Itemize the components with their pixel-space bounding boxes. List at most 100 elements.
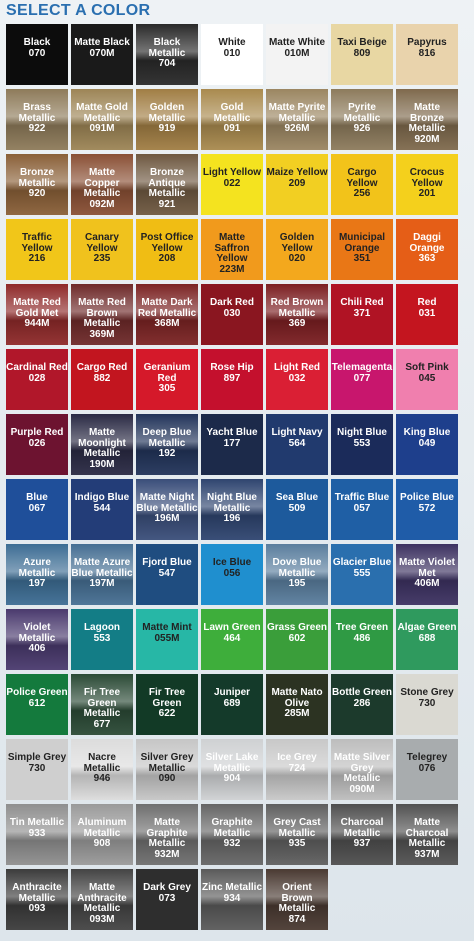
color-swatch[interactable]: Soft Pink 045 — [396, 349, 458, 410]
color-swatch[interactable]: Black 070 — [6, 24, 68, 85]
color-swatch[interactable]: Matte Black 070M — [71, 24, 133, 85]
color-swatch[interactable]: Tin Metallic 933 — [6, 804, 68, 865]
color-swatch[interactable]: Bronze Antique Metallic 921 — [136, 154, 198, 215]
color-swatch[interactable]: Matte White 010M — [266, 24, 328, 85]
color-swatch[interactable]: Brass Metallic 922 — [6, 89, 68, 150]
color-swatch[interactable]: Stone Grey 730 — [396, 674, 458, 735]
color-swatch[interactable]: Blue 067 — [6, 479, 68, 540]
color-swatch[interactable]: Black Metallic 704 — [136, 24, 198, 85]
color-swatch[interactable]: Deep Blue Metallic 192 — [136, 414, 198, 475]
color-swatch[interactable]: Dove Blue Metallic 195 — [266, 544, 328, 605]
color-swatch[interactable]: Matte Mint 055M — [136, 609, 198, 670]
color-swatch[interactable]: Matte Red Gold Met 944M — [6, 284, 68, 345]
color-swatch[interactable]: Anthracite Metallic 093 — [6, 869, 68, 930]
color-swatch[interactable]: Light Red 032 — [266, 349, 328, 410]
color-swatch[interactable]: Rose Hip 897 — [201, 349, 263, 410]
color-swatch[interactable]: Telegrey 076 — [396, 739, 458, 800]
color-swatch[interactable]: Aluminum Metallic 908 — [71, 804, 133, 865]
color-swatch[interactable]: Light Navy 564 — [266, 414, 328, 475]
color-swatch[interactable]: Yacht Blue 177 — [201, 414, 263, 475]
color-swatch[interactable]: Maize Yellow 209 — [266, 154, 328, 215]
color-swatch[interactable]: Juniper 689 — [201, 674, 263, 735]
color-swatch[interactable]: Matte Red Brown Metallic 369M — [71, 284, 133, 345]
color-swatch[interactable]: Night Blue 553 — [331, 414, 393, 475]
color-swatch[interactable]: Night Blue Metallic 196 — [201, 479, 263, 540]
color-swatch[interactable]: Matte Violet Met 406M — [396, 544, 458, 605]
color-swatch[interactable]: White 010 — [201, 24, 263, 85]
color-code: 192 — [158, 448, 176, 459]
color-swatch[interactable]: Post Office Yellow 208 — [136, 219, 198, 280]
color-swatch[interactable]: Matte Pyrite Metallic 926M — [266, 89, 328, 150]
color-swatch[interactable]: Pyrite Metallic 926 — [331, 89, 393, 150]
color-swatch[interactable]: Fir Tree Green Metallic 677 — [71, 674, 133, 735]
color-swatch[interactable]: Dark Grey 073 — [136, 869, 198, 930]
color-swatch[interactable]: Cargo Yellow 256 — [331, 154, 393, 215]
color-swatch[interactable]: Municipal Orange 351 — [331, 219, 393, 280]
color-swatch[interactable]: Ice Blue 056 — [201, 544, 263, 605]
color-swatch[interactable]: Matte Moonlight Metallic 190M — [71, 414, 133, 475]
color-swatch[interactable]: Matte Anthracite Metallic 093M — [71, 869, 133, 930]
color-swatch[interactable]: Sea Blue 509 — [266, 479, 328, 540]
color-swatch[interactable]: Azure Metallic 197 — [6, 544, 68, 605]
color-swatch[interactable]: Lagoon 553 — [71, 609, 133, 670]
color-swatch[interactable]: Light Yellow 022 — [201, 154, 263, 215]
color-swatch[interactable]: Matte Night Blue Metallic 196M — [136, 479, 198, 540]
color-swatch[interactable]: Gold Metallic 091 — [201, 89, 263, 150]
color-swatch[interactable]: Papyrus 816 — [396, 24, 458, 85]
color-swatch[interactable]: King Blue 049 — [396, 414, 458, 475]
color-swatch[interactable]: Nacre Metallic 946 — [71, 739, 133, 800]
color-swatch[interactable]: Lawn Green 464 — [201, 609, 263, 670]
color-swatch[interactable]: Matte Dark Red Metallic 368M — [136, 284, 198, 345]
color-swatch[interactable]: Police Green 612 — [6, 674, 68, 735]
color-swatch[interactable]: Matte Silver Grey Metallic 090M — [331, 739, 393, 800]
color-swatch[interactable]: Glacier Blue 555 — [331, 544, 393, 605]
color-swatch[interactable]: Tree Green 486 — [331, 609, 393, 670]
color-swatch[interactable]: Fjord Blue 547 — [136, 544, 198, 605]
color-swatch[interactable]: Grey Cast Metallic 935 — [266, 804, 328, 865]
color-swatch[interactable]: Simple Grey 730 — [6, 739, 68, 800]
color-swatch[interactable]: Geranium Red 305 — [136, 349, 198, 410]
color-swatch[interactable]: Matte Saffron Yellow 223M — [201, 219, 263, 280]
color-swatch[interactable]: Police Blue 572 — [396, 479, 458, 540]
color-code: 944M — [24, 318, 50, 329]
color-swatch[interactable]: Taxi Beige 809 — [331, 24, 393, 85]
color-swatch[interactable]: Orient Brown Metallic 874 — [266, 869, 328, 930]
color-swatch[interactable]: Red 031 — [396, 284, 458, 345]
color-swatch[interactable]: Charcoal Metallic 937 — [331, 804, 393, 865]
color-swatch[interactable]: Silver Grey Metallic 090 — [136, 739, 198, 800]
color-swatch[interactable]: Purple Red 026 — [6, 414, 68, 475]
color-swatch[interactable]: Matte Nato Olive 285M — [266, 674, 328, 735]
color-swatch[interactable]: Golden Metallic 919 — [136, 89, 198, 150]
color-swatch[interactable]: Algae Green 688 — [396, 609, 458, 670]
color-swatch[interactable]: Matte Azure Blue Metallic 197M — [71, 544, 133, 605]
color-swatch[interactable]: Indigo Blue 544 — [71, 479, 133, 540]
color-swatch[interactable]: Daggi Orange 363 — [396, 219, 458, 280]
color-swatch[interactable]: Matte Graphite Metallic 932M — [136, 804, 198, 865]
color-swatch[interactable]: Matte Gold Metallic 091M — [71, 89, 133, 150]
color-swatch[interactable]: Cargo Red 882 — [71, 349, 133, 410]
color-swatch[interactable]: Fir Tree Green 622 — [136, 674, 198, 735]
color-swatch[interactable]: Canary Yellow 235 — [71, 219, 133, 280]
color-swatch[interactable]: Dark Red 030 — [201, 284, 263, 345]
color-code: 030 — [223, 307, 241, 319]
color-name: Fjord Blue — [142, 557, 192, 568]
color-swatch[interactable]: Golden Yellow 020 — [266, 219, 328, 280]
color-swatch[interactable]: Graphite Metallic 932 — [201, 804, 263, 865]
color-swatch[interactable]: Matte Charcoal Metallic 937M — [396, 804, 458, 865]
color-swatch[interactable]: Silver Lake Metallic 904 — [201, 739, 263, 800]
color-swatch[interactable]: Bronze Metallic 920 — [6, 154, 68, 215]
color-swatch[interactable]: Matte Bronze Metallic 920M — [396, 89, 458, 150]
color-swatch[interactable]: Traffic Blue 057 — [331, 479, 393, 540]
color-swatch[interactable]: Red Brown Metallic 369 — [266, 284, 328, 345]
color-swatch[interactable]: Crocus Yellow 201 — [396, 154, 458, 215]
color-swatch[interactable]: Violet Metallic 406 — [6, 609, 68, 670]
color-swatch[interactable]: Chili Red 371 — [331, 284, 393, 345]
color-swatch[interactable]: Ice Grey 724 — [266, 739, 328, 800]
color-swatch[interactable]: Telemagenta 077 — [331, 349, 393, 410]
color-swatch[interactable]: Grass Green 602 — [266, 609, 328, 670]
color-swatch[interactable]: Bottle Green 286 — [331, 674, 393, 735]
color-swatch[interactable]: Traffic Yellow 216 — [6, 219, 68, 280]
color-swatch[interactable]: Matte Copper Metallic 092M — [71, 154, 133, 215]
color-swatch[interactable]: Zinc Metallic 934 — [201, 869, 263, 930]
color-swatch[interactable]: Cardinal Red 028 — [6, 349, 68, 410]
